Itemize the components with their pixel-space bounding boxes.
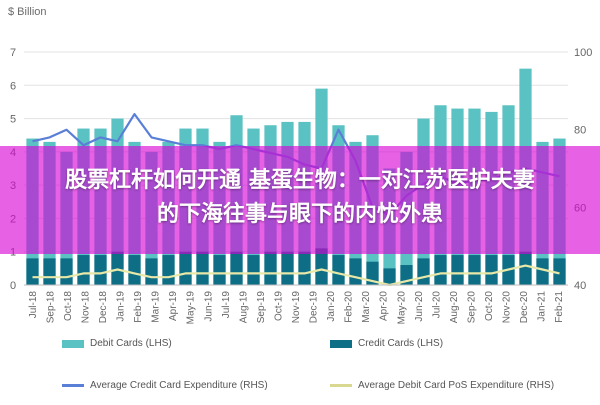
y-left-tick-label: 7 xyxy=(10,47,16,59)
bar-credit-cards xyxy=(111,251,124,285)
bar-credit-cards xyxy=(468,255,481,285)
bar-credit-cards xyxy=(196,251,209,285)
bar-credit-cards xyxy=(315,248,328,285)
legend-swatch-avg-debit xyxy=(330,384,352,387)
bar-credit-cards xyxy=(332,255,345,285)
x-tick-label: Nov-20 xyxy=(502,291,513,324)
legend-swatch-debit xyxy=(62,339,84,348)
legend-label-credit: Credit Cards (LHS) xyxy=(358,338,444,349)
x-tick-label: Mar-19 xyxy=(151,291,162,323)
bar-credit-cards xyxy=(43,258,56,285)
legend-item-avg-debit-pos: Average Debit Card PoS Expenditure (RHS) xyxy=(330,380,554,391)
bar-credit-cards xyxy=(349,258,362,285)
bar-credit-cards xyxy=(553,258,566,285)
x-tick-label: May-20 xyxy=(396,291,407,325)
x-tick-label: Jun-19 xyxy=(203,291,214,322)
bar-credit-cards xyxy=(298,251,311,285)
bar-credit-cards xyxy=(383,268,396,285)
x-tick-label: Sep-20 xyxy=(466,291,477,324)
x-tick-label: Feb-19 xyxy=(133,291,144,323)
x-tick-label: Aug-20 xyxy=(449,291,460,324)
x-tick-label: Aug-19 xyxy=(238,291,249,324)
x-tick-label: May-19 xyxy=(186,291,197,325)
x-tick-label: Oct-18 xyxy=(63,291,74,321)
bar-credit-cards xyxy=(162,255,175,285)
bar-credit-cards xyxy=(281,251,294,285)
bar-credit-cards xyxy=(145,258,158,285)
x-tick-label: Jan-20 xyxy=(326,291,337,322)
x-tick-label: Jul-18 xyxy=(28,291,39,319)
overlay-banner xyxy=(0,146,600,254)
x-tick-label: Apr-19 xyxy=(168,291,179,321)
x-tick-label: Nov-19 xyxy=(291,291,302,324)
x-tick-label: Dec-19 xyxy=(309,291,320,324)
bar-credit-cards xyxy=(264,251,277,285)
y-right-tick-label: 40 xyxy=(574,280,586,292)
legend-swatch-avg-credit xyxy=(62,384,84,387)
bar-credit-cards xyxy=(519,251,532,285)
bar-credit-cards xyxy=(77,255,90,285)
x-tick-label: Apr-20 xyxy=(379,291,390,321)
bar-credit-cards xyxy=(536,258,549,285)
bar-credit-cards xyxy=(451,255,464,285)
y-left-axis-title: $ Billion xyxy=(8,6,47,18)
bar-credit-cards xyxy=(128,255,141,285)
y-right-tick-label: 80 xyxy=(574,125,586,137)
x-tick-label: Jan-19 xyxy=(116,291,127,322)
legend: Debit Cards (LHS) Credit Cards (LHS) Ave… xyxy=(0,330,600,400)
x-tick-label: Jun-20 xyxy=(414,291,425,322)
legend-item-debit-cards: Debit Cards (LHS) xyxy=(62,338,172,349)
x-tick-label: Jul-20 xyxy=(431,291,442,319)
x-tick-label: Sep-18 xyxy=(45,291,56,324)
line-avg-debit-pos-expenditure xyxy=(32,264,560,287)
x-tick-label: Jul-19 xyxy=(221,291,232,319)
x-tick-label: Nov-18 xyxy=(80,291,91,324)
y-left-tick-label: 5 xyxy=(10,114,16,126)
overlay-headline-line1: 股票杠杆如何开通 基蛋生物：一对江苏医护夫妻 xyxy=(65,168,535,193)
legend-item-credit-cards: Credit Cards (LHS) xyxy=(330,338,443,349)
y-left-tick-label: 0 xyxy=(10,280,16,292)
x-tick-label: Feb-21 xyxy=(554,291,565,323)
legend-label-debit: Debit Cards (LHS) xyxy=(90,338,172,349)
bar-credit-cards xyxy=(434,255,447,285)
bar-credit-cards xyxy=(230,251,243,285)
bar-credit-cards xyxy=(179,251,192,285)
y-left-tick-label: 6 xyxy=(10,80,16,92)
legend-item-avg-credit-exp: Average Credit Card Expenditure (RHS) xyxy=(62,380,268,391)
x-tick-label: Jan-21 xyxy=(537,291,548,322)
bar-credit-cards xyxy=(485,255,498,285)
legend-swatch-credit xyxy=(330,339,352,348)
bar-credit-cards xyxy=(247,255,260,285)
overlay-headline-line2: 的下海往事与眼下的内忧外患 xyxy=(156,202,443,227)
bar-credit-cards xyxy=(213,255,226,285)
bar-credit-cards xyxy=(366,261,379,285)
legend-label-avg-credit: Average Credit Card Expenditure (RHS) xyxy=(90,380,268,391)
x-tick-label: Feb-20 xyxy=(344,291,355,323)
x-tick-label: Mar-20 xyxy=(361,291,372,323)
x-tick-label: Oct-19 xyxy=(273,291,284,321)
bar-credit-cards xyxy=(60,258,73,285)
legend-label-avg-debit: Average Debit Card PoS Expenditure (RHS) xyxy=(358,380,555,391)
bar-credit-cards xyxy=(94,255,107,285)
bar-credit-cards xyxy=(26,258,39,285)
x-tick-label: Dec-18 xyxy=(98,291,109,324)
x-tick-label: Oct-20 xyxy=(484,291,495,321)
x-tick-label: Sep-19 xyxy=(256,291,267,324)
x-tick-label: Dec-20 xyxy=(519,291,530,324)
bar-credit-cards xyxy=(417,258,430,285)
y-right-tick-label: 100 xyxy=(574,47,592,59)
